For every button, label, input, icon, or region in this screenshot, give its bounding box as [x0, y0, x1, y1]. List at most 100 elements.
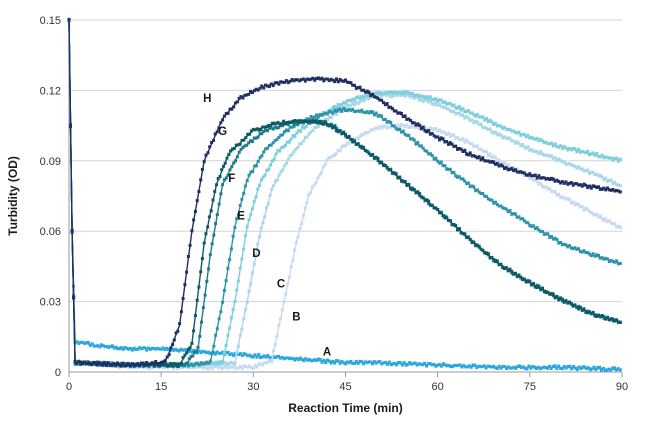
data-point	[506, 269, 510, 273]
data-point	[301, 77, 305, 81]
data-point	[391, 95, 394, 98]
data-point	[382, 124, 385, 128]
data-point	[324, 111, 328, 115]
data-point	[430, 98, 434, 102]
data-point	[372, 113, 376, 117]
data-point	[479, 115, 483, 119]
data-point	[159, 360, 163, 364]
data-point	[578, 305, 582, 309]
data-point	[607, 367, 611, 371]
data-point	[595, 212, 599, 216]
data-point	[362, 96, 366, 100]
data-point	[291, 357, 295, 361]
data-point	[73, 362, 77, 366]
data-point	[264, 128, 268, 132]
data-point	[541, 176, 544, 180]
data-point	[494, 130, 497, 134]
data-point	[385, 91, 389, 95]
data-point	[342, 79, 346, 83]
data-point	[448, 109, 452, 113]
data-point	[201, 349, 205, 353]
data-point	[284, 292, 288, 296]
data-point	[479, 158, 483, 162]
data-point	[99, 363, 103, 367]
data-point	[492, 201, 496, 205]
data-point	[250, 355, 253, 359]
data-point	[298, 142, 302, 146]
data-point	[139, 361, 143, 365]
data-point	[342, 361, 346, 365]
data-point	[611, 182, 615, 186]
data-point	[485, 126, 488, 130]
data-point	[299, 120, 303, 124]
data-point	[241, 96, 245, 100]
data-point	[427, 199, 431, 203]
data-point	[430, 204, 434, 207]
data-point	[331, 126, 335, 130]
data-point	[246, 132, 250, 136]
data-point	[338, 104, 342, 108]
data-point	[269, 163, 272, 167]
data-point	[223, 114, 226, 118]
data-point	[537, 174, 541, 178]
data-point	[574, 366, 577, 370]
data-point	[349, 99, 353, 103]
data-point	[445, 364, 449, 368]
data-point	[595, 186, 599, 189]
data-point	[206, 151, 210, 155]
data-point	[448, 134, 452, 138]
data-point	[274, 152, 278, 156]
data-point	[439, 364, 443, 368]
data-point	[591, 252, 595, 256]
data-point	[504, 166, 508, 170]
data-point	[310, 186, 314, 190]
data-point	[332, 154, 336, 157]
data-point	[202, 160, 206, 164]
data-point	[224, 361, 227, 365]
data-point	[127, 347, 131, 351]
data-point	[360, 360, 364, 364]
gridlines	[69, 19, 622, 303]
data-point	[174, 331, 178, 335]
data-point	[470, 241, 474, 245]
data-point	[466, 235, 470, 239]
data-point	[360, 108, 364, 112]
data-point	[391, 107, 394, 111]
data-point	[251, 127, 255, 131]
data-point	[389, 363, 393, 367]
data-point	[584, 206, 588, 210]
data-point	[396, 123, 400, 127]
data-point	[231, 147, 234, 151]
data-point	[382, 93, 385, 97]
data-point	[526, 221, 530, 225]
data-point	[118, 347, 122, 351]
data-point	[505, 367, 509, 370]
data-point	[331, 111, 335, 115]
data-point	[520, 366, 523, 369]
data-point	[456, 111, 459, 115]
data-point	[578, 250, 582, 254]
data-point	[503, 365, 507, 369]
data-point	[528, 280, 532, 284]
series-B	[67, 19, 623, 371]
data-point	[234, 159, 237, 163]
data-point	[282, 145, 286, 149]
data-point	[325, 122, 329, 126]
data-point	[577, 147, 581, 151]
data-point	[282, 357, 286, 361]
data-point	[577, 165, 581, 169]
data-point	[474, 243, 478, 247]
data-point	[154, 347, 158, 351]
data-point	[329, 156, 333, 160]
data-point	[287, 140, 291, 144]
data-point	[616, 159, 620, 163]
data-point	[439, 160, 443, 164]
data-point	[190, 341, 194, 345]
data-point	[194, 365, 198, 368]
curve-label-D: D	[252, 248, 260, 260]
data-point	[387, 90, 391, 94]
data-point	[542, 176, 546, 180]
data-point	[210, 367, 214, 371]
data-point	[540, 366, 544, 370]
data-point	[497, 204, 501, 208]
